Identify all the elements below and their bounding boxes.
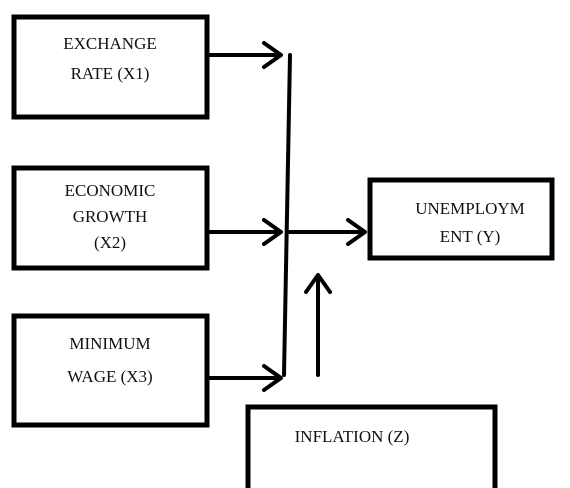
arrow-head — [346, 218, 367, 246]
node-label: GROWTH — [73, 207, 148, 226]
arrow-head — [262, 41, 283, 69]
node-label: MINIMUM — [69, 334, 150, 353]
junction-line — [282, 53, 292, 377]
arrow-head — [262, 364, 283, 392]
box-minimum-wage — [11, 313, 210, 428]
node-label: RATE (X1) — [71, 64, 150, 83]
node-label: WAGE (X3) — [67, 367, 152, 386]
box-unemployment — [367, 177, 555, 261]
node-label: EXCHANGE — [63, 34, 157, 53]
node-label: ECONOMIC — [65, 181, 156, 200]
arrow-head — [304, 273, 332, 294]
node-label: INFLATION (Z) — [295, 427, 410, 446]
node-label: (X2) — [94, 233, 126, 252]
node-label: UNEMPLOYM — [415, 199, 525, 218]
box-exchange-rate — [11, 14, 210, 120]
node-label: ENT (Y) — [440, 227, 501, 246]
arrow-head — [262, 218, 283, 246]
box-inflation — [245, 404, 498, 488]
box-economic-growth — [11, 165, 210, 271]
